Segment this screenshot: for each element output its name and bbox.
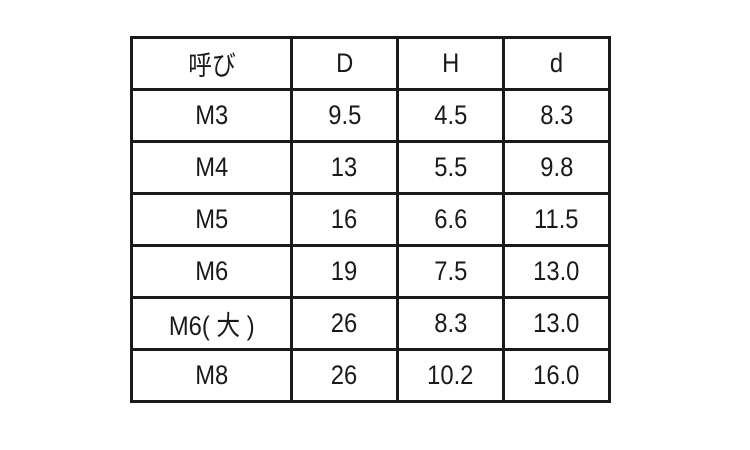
table-cell: 16 xyxy=(290,192,399,247)
table-cell: 8.3 xyxy=(502,88,611,143)
dimension-table: 呼び D H d M3 9.5 4.5 8.3 M4 13 5.5 9.8 M5 16 6.6 11.… xyxy=(130,36,611,403)
header-cell: D xyxy=(290,36,399,91)
table-cell: M5 xyxy=(130,192,293,247)
table-cell: M6( 大 ) xyxy=(130,296,293,351)
table-cell: 11.5 xyxy=(502,192,611,247)
header-cell: 呼び xyxy=(130,36,293,91)
table-cell: 13.0 xyxy=(502,244,611,299)
table-cell: 4.5 xyxy=(396,88,505,143)
table-cell: 9.8 xyxy=(502,140,611,195)
table-cell: M4 xyxy=(130,140,293,195)
table-cell: 10.2 xyxy=(396,348,505,403)
header-cell: H xyxy=(396,36,505,91)
table-cell: 7.5 xyxy=(396,244,505,299)
header-row: 呼び D H d xyxy=(130,36,611,91)
table-cell: 26 xyxy=(290,348,399,403)
table-cell: 9.5 xyxy=(290,88,399,143)
table-row: M8 26 10.2 16.0 xyxy=(130,348,611,403)
table-cell: 19 xyxy=(290,244,399,299)
table-cell: 5.5 xyxy=(396,140,505,195)
table-row: M4 13 5.5 9.8 xyxy=(130,140,611,195)
table-cell: 26 xyxy=(290,296,399,351)
table-cell: M6 xyxy=(130,244,293,299)
table-cell: M8 xyxy=(130,348,293,403)
table-cell: 16.0 xyxy=(502,348,611,403)
table-cell: 6.6 xyxy=(396,192,505,247)
table-row: M6( 大 ) 26 8.3 13.0 xyxy=(130,296,611,351)
header-cell: d xyxy=(502,36,611,91)
table-cell: 13 xyxy=(290,140,399,195)
table-cell: 8.3 xyxy=(396,296,505,351)
table-row: M5 16 6.6 11.5 xyxy=(130,192,611,247)
table-cell: M3 xyxy=(130,88,293,143)
table-row: M6 19 7.5 13.0 xyxy=(130,244,611,299)
table-row: M3 9.5 4.5 8.3 xyxy=(130,88,611,143)
table-cell: 13.0 xyxy=(502,296,611,351)
